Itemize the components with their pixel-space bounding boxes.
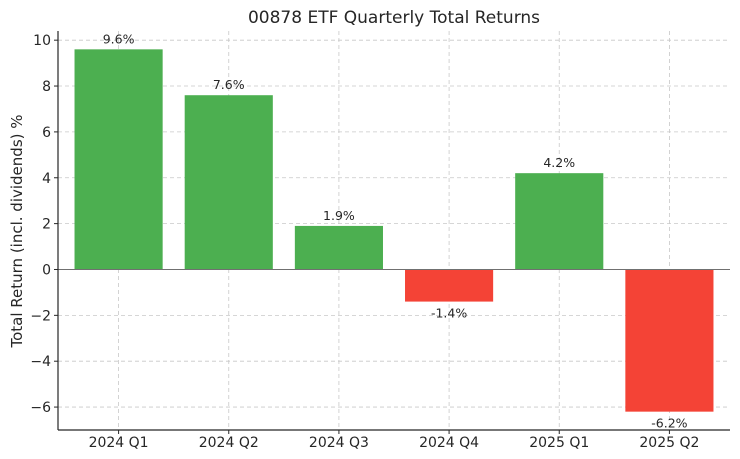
- chart-title: 00878 ETF Quarterly Total Returns: [248, 8, 540, 28]
- bar-2024-q2: [184, 95, 273, 270]
- data-label-layer: 9.6% 7.6% 1.9% -1.4% 4.2% -6.2%: [103, 31, 688, 430]
- bar-2024-q4: [405, 269, 494, 302]
- bar-2025-q2: [625, 269, 714, 412]
- y-tick-label: 8: [42, 79, 51, 95]
- x-tick-label: 2024 Q3: [309, 435, 369, 451]
- y-tick-label: 10: [33, 33, 51, 49]
- bar-layer: [74, 49, 714, 412]
- data-label: 9.6%: [103, 31, 135, 46]
- x-tick-label: 2024 Q4: [419, 435, 479, 451]
- y-tick-label: 2: [42, 217, 51, 233]
- y-tick-label: 4: [42, 171, 51, 187]
- y-tick-label: −6: [30, 400, 51, 416]
- data-label: 4.2%: [543, 155, 575, 170]
- data-label: 7.6%: [213, 77, 245, 92]
- bar-2025-q1: [515, 173, 604, 270]
- x-tick-label: 2024 Q2: [199, 435, 259, 451]
- data-label: -1.4%: [431, 306, 467, 321]
- y-tick-label: −4: [30, 354, 51, 370]
- y-tick-label: −2: [30, 308, 51, 324]
- x-tick-label: 2024 Q1: [89, 435, 149, 451]
- y-tick-label: 6: [42, 125, 51, 141]
- y-tick-label: 0: [42, 262, 51, 278]
- x-tick-label: 2025 Q2: [639, 435, 699, 451]
- bar-2024-q3: [294, 225, 383, 270]
- y-axis-title: Total Return (incl. dividends) %: [8, 114, 26, 348]
- data-label: -6.2%: [651, 416, 687, 431]
- data-label: 1.9%: [323, 208, 355, 223]
- axis-layer: −6 −4 −2 0 2 4 6 8 10 2024 Q1 2024 Q2 2024 Q3 2024 Q…: [30, 31, 730, 451]
- bar-2024-q1: [74, 49, 163, 270]
- x-tick-label: 2025 Q1: [529, 435, 589, 451]
